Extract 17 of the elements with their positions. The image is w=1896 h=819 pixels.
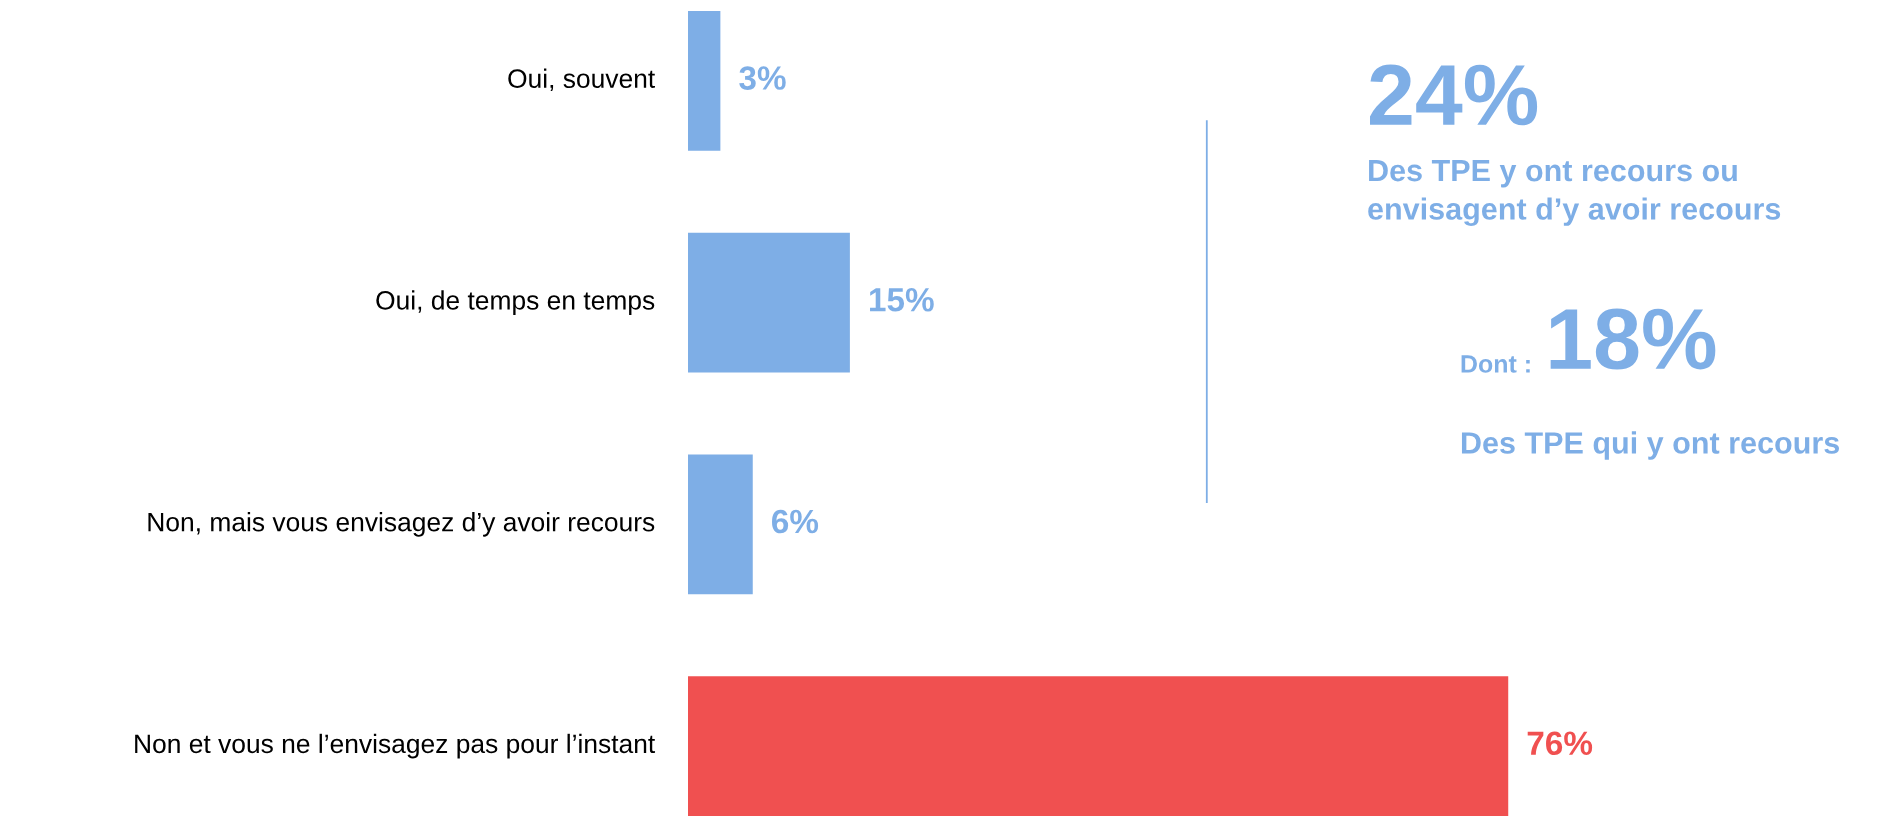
y-tick-label: Oui, de temps en temps (376, 290, 655, 315)
data-label: 6% (772, 509, 819, 534)
annotation: Des TPE y ont recours ou envisagent d’y avoir recours (1368, 160, 1781, 226)
text: 18% (1550, 308, 1716, 370)
data-label: 3% (739, 66, 786, 90)
bar (688, 11, 721, 151)
y-tick-label: Oui, souvent (508, 68, 656, 92)
annotation: Dont : (1461, 355, 1530, 373)
y-tick-label: Non et vous ne l’envisagez pas pour l’instant (135, 733, 656, 759)
annotation: 24% (1370, 64, 1538, 126)
data-label: 76% (1527, 731, 1593, 756)
bar (688, 232, 850, 373)
data-label: 15% (870, 288, 934, 312)
y-tick-label: Non, mais vous envisagez d’y avoir recours (148, 512, 655, 537)
bar (688, 676, 1509, 816)
bar (688, 454, 753, 595)
annotation: Des TPE qui y ont recours (1461, 431, 1839, 460)
